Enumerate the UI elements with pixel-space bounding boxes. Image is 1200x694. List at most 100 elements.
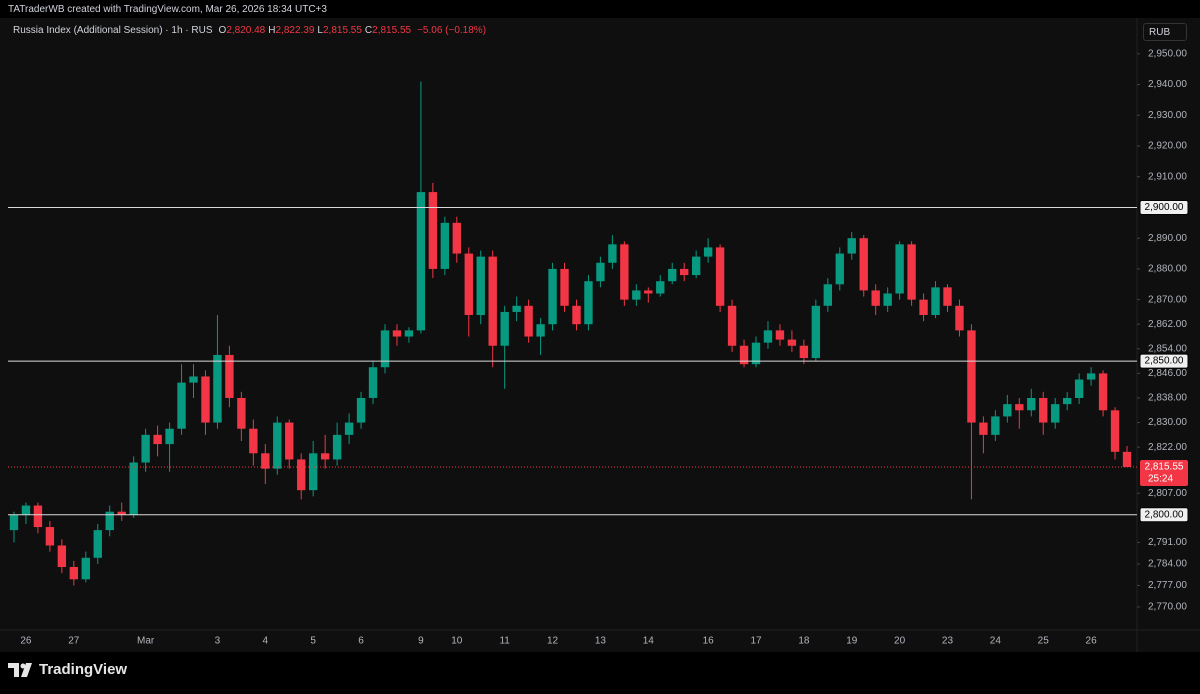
candle-body: [1074, 379, 1084, 398]
candle-body: [691, 256, 701, 276]
candle-body: [464, 253, 473, 316]
chart-panel: [0, 18, 1200, 652]
x-tick-label: 27: [68, 636, 80, 647]
x-tick-label: 11: [499, 636, 510, 647]
candle-body: [727, 305, 737, 346]
candle-body: [1110, 410, 1120, 452]
candle-body: [931, 287, 940, 316]
ohlc-key: H: [268, 25, 276, 36]
candle-body: [979, 422, 988, 435]
brand-logo: [8, 662, 32, 677]
x-tick-label: Mar: [137, 636, 155, 647]
candle-body: [297, 459, 306, 491]
x-tick-label: 16: [703, 636, 715, 647]
currency-button[interactable]: RUB: [1143, 23, 1187, 41]
candle-body: [45, 527, 55, 546]
candle-body: [739, 345, 749, 365]
x-tick-label: 17: [750, 636, 762, 647]
candle-body: [871, 290, 880, 306]
ohlc-value: 2,822.39: [275, 25, 315, 36]
candle-body: [105, 511, 114, 531]
candle-body: [620, 244, 629, 300]
level-label: 2,800.00: [1145, 509, 1184, 520]
candle-body: [177, 382, 186, 429]
candle-body: [392, 330, 402, 337]
candle-body: [237, 397, 246, 429]
candle-body: [680, 268, 689, 276]
candle-body: [320, 453, 330, 460]
x-tick-label: 12: [547, 636, 559, 647]
ohlc-key: L: [317, 25, 323, 36]
candle-body: [332, 434, 342, 460]
y-tick-label: 2,930.00: [1148, 110, 1187, 121]
ohlc-key: O: [218, 25, 227, 36]
candle-body: [907, 244, 916, 300]
candle-body: [1027, 397, 1036, 411]
y-tick-label: 2,777.00: [1148, 580, 1187, 591]
candle-body: [356, 397, 366, 423]
candle-body: [536, 324, 545, 337]
candle-body: [201, 376, 210, 423]
candle-body: [416, 192, 426, 331]
candle-body: [1039, 397, 1048, 423]
y-tick-label: 2,784.00: [1148, 559, 1187, 570]
candle-body: [476, 256, 485, 316]
candle-body: [1122, 451, 1132, 467]
candle-body: [811, 305, 821, 359]
candle-body: [9, 514, 19, 531]
level-label: 2,900.00: [1145, 202, 1184, 213]
x-tick-label: 24: [990, 636, 1002, 647]
x-tick-label: 4: [263, 636, 269, 647]
candle-body: [991, 416, 1000, 435]
candle-body: [1003, 404, 1012, 417]
x-tick-label: 20: [894, 636, 906, 647]
candle-body: [213, 354, 222, 423]
x-tick-label: 6: [358, 636, 364, 647]
candle-body: [21, 505, 31, 515]
brand: TradingView: [8, 661, 127, 678]
candle-body: [69, 567, 79, 580]
ohlc-key: C: [364, 25, 373, 36]
candle-body: [344, 422, 354, 435]
candle-body: [33, 505, 43, 528]
y-tick-label: 2,822.00: [1148, 442, 1187, 453]
candle-body: [751, 342, 761, 365]
x-tick-label: 13: [595, 636, 607, 647]
x-tick-label: 5: [310, 636, 316, 647]
candle-body: [859, 238, 868, 291]
candle-body: [285, 422, 294, 460]
level-label-box: [1139, 199, 1189, 215]
candle-body: [1015, 404, 1024, 411]
candle-body: [823, 284, 833, 306]
candle-body: [380, 330, 390, 368]
y-tick-label: 2,838.00: [1148, 393, 1187, 404]
y-tick-label: 2,910.00: [1148, 171, 1187, 182]
candle-body: [1051, 404, 1060, 423]
x-tick-label: 25: [1038, 636, 1050, 647]
candle-body: [967, 330, 976, 423]
y-tick-label: 2,940.00: [1148, 79, 1187, 90]
candle-body: [129, 462, 138, 515]
y-tick-label: 2,846.00: [1148, 368, 1187, 379]
countdown: 25:24: [1148, 474, 1173, 485]
candle-body: [799, 345, 809, 359]
brand-name: TradingView: [39, 661, 128, 678]
candle-body: [883, 293, 892, 306]
last-price-box: [1140, 459, 1188, 486]
y-tick-label: 2,807.00: [1148, 488, 1187, 499]
level-label: 2,850.00: [1145, 356, 1184, 367]
candle-body: [57, 545, 67, 568]
y-tick-label: 2,862.00: [1148, 319, 1187, 330]
candle-body: [404, 330, 414, 337]
ohlc-value: 2,815.55: [372, 25, 412, 36]
candle-body: [117, 511, 126, 515]
y-tick-label: 2,950.00: [1148, 48, 1187, 59]
last-price-label: 2,815.55: [1145, 462, 1184, 473]
y-tick-label: 2,890.00: [1148, 233, 1187, 244]
candle-body: [644, 290, 653, 294]
x-tick-label: 26: [1086, 636, 1098, 647]
candle-body: [153, 434, 162, 445]
attribution: TATraderWB created with TradingView.com,…: [8, 4, 327, 15]
candle-body: [548, 268, 557, 325]
